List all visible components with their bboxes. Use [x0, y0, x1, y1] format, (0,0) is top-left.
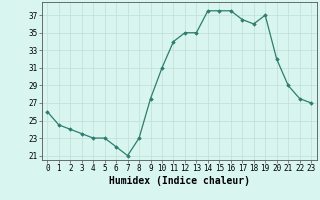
X-axis label: Humidex (Indice chaleur): Humidex (Indice chaleur): [109, 176, 250, 186]
